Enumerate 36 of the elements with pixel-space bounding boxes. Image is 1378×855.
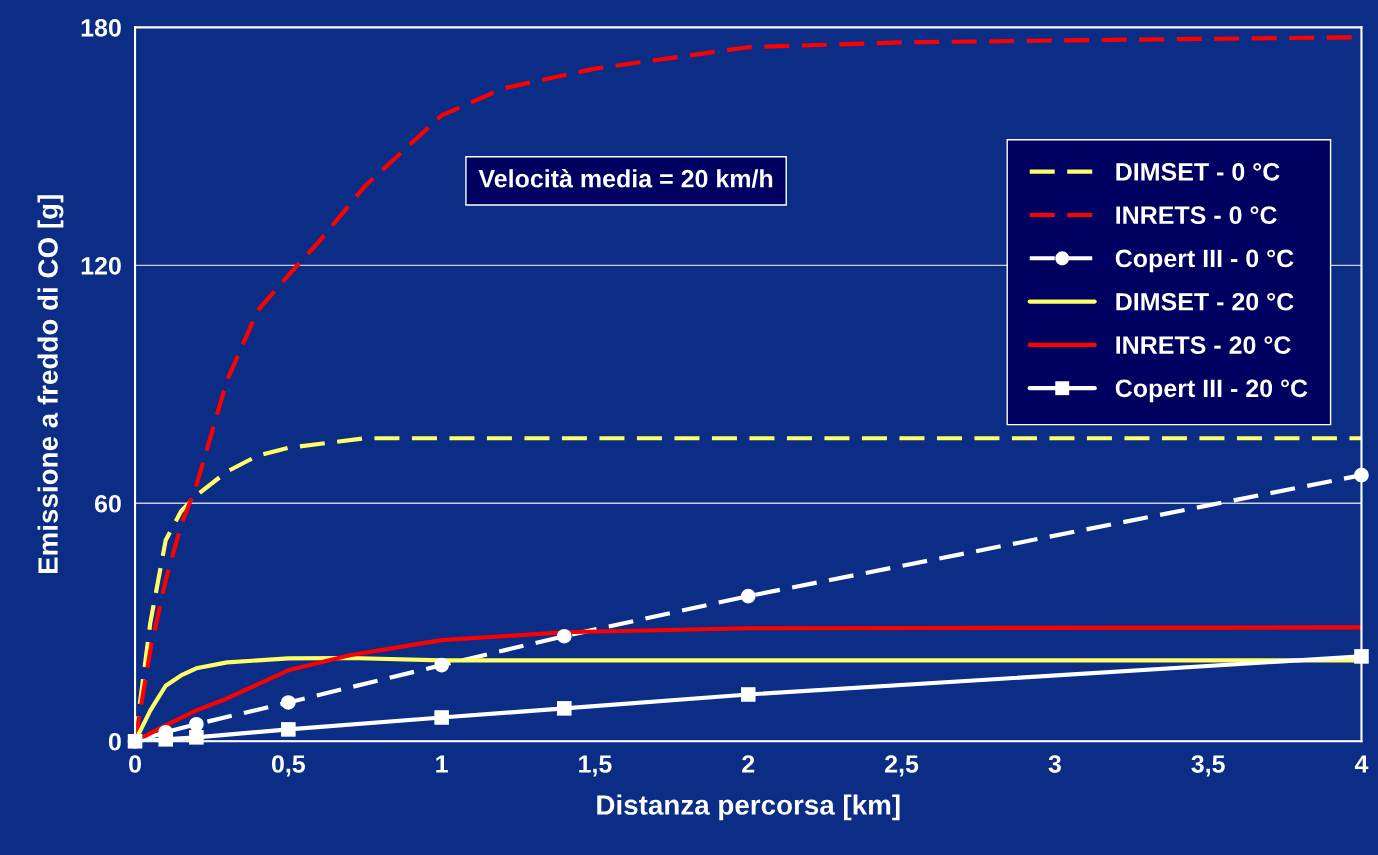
point — [740, 687, 756, 702]
point — [127, 734, 143, 749]
x-tick-label: 3,5 — [1191, 755, 1225, 777]
point — [281, 722, 296, 737]
x-tick-label: 2,5 — [885, 755, 919, 777]
y-tick-label: 60 — [94, 494, 121, 513]
point — [740, 588, 756, 604]
legend-label: DIMSET - 20 °C — [1116, 292, 1294, 311]
point — [557, 628, 572, 644]
x-tick-label: 1 — [436, 755, 448, 773]
legend-label: DIMSET - 0 °C — [1116, 162, 1280, 181]
legend-label: INRETS - 0 °C — [1116, 206, 1277, 224]
x-tick-label: 2 — [742, 755, 755, 773]
point — [434, 710, 449, 725]
annotation: Velocità media = 20 km/h — [478, 168, 773, 188]
point — [1354, 467, 1369, 483]
x-tick-label: 4 — [1354, 755, 1369, 773]
point — [158, 732, 173, 747]
x-tick-label: 0,5 — [271, 755, 306, 777]
point — [281, 695, 296, 710]
x-axis-title: Distanza percorsa [km] — [597, 794, 900, 821]
point — [557, 701, 572, 716]
legend-label: Copert III - 0 °C — [1115, 249, 1294, 273]
y-tick-label: 120 — [81, 256, 121, 275]
point — [189, 716, 204, 732]
point — [189, 730, 204, 745]
y-tick-label: 0 — [108, 732, 121, 751]
legend-label: INRETS - 20 °C — [1116, 336, 1291, 354]
y-axis-title: Emissione a freddo di CO [g] — [37, 195, 64, 574]
y-tick-label: 180 — [81, 18, 121, 37]
point — [1354, 649, 1369, 664]
point — [434, 657, 449, 673]
legend-label: Copert III - 20 °C — [1115, 379, 1308, 403]
x-tick-label: 3 — [1048, 755, 1061, 773]
x-tick-label: 0 — [129, 755, 141, 773]
x-tick-label: 1,5 — [579, 755, 612, 777]
